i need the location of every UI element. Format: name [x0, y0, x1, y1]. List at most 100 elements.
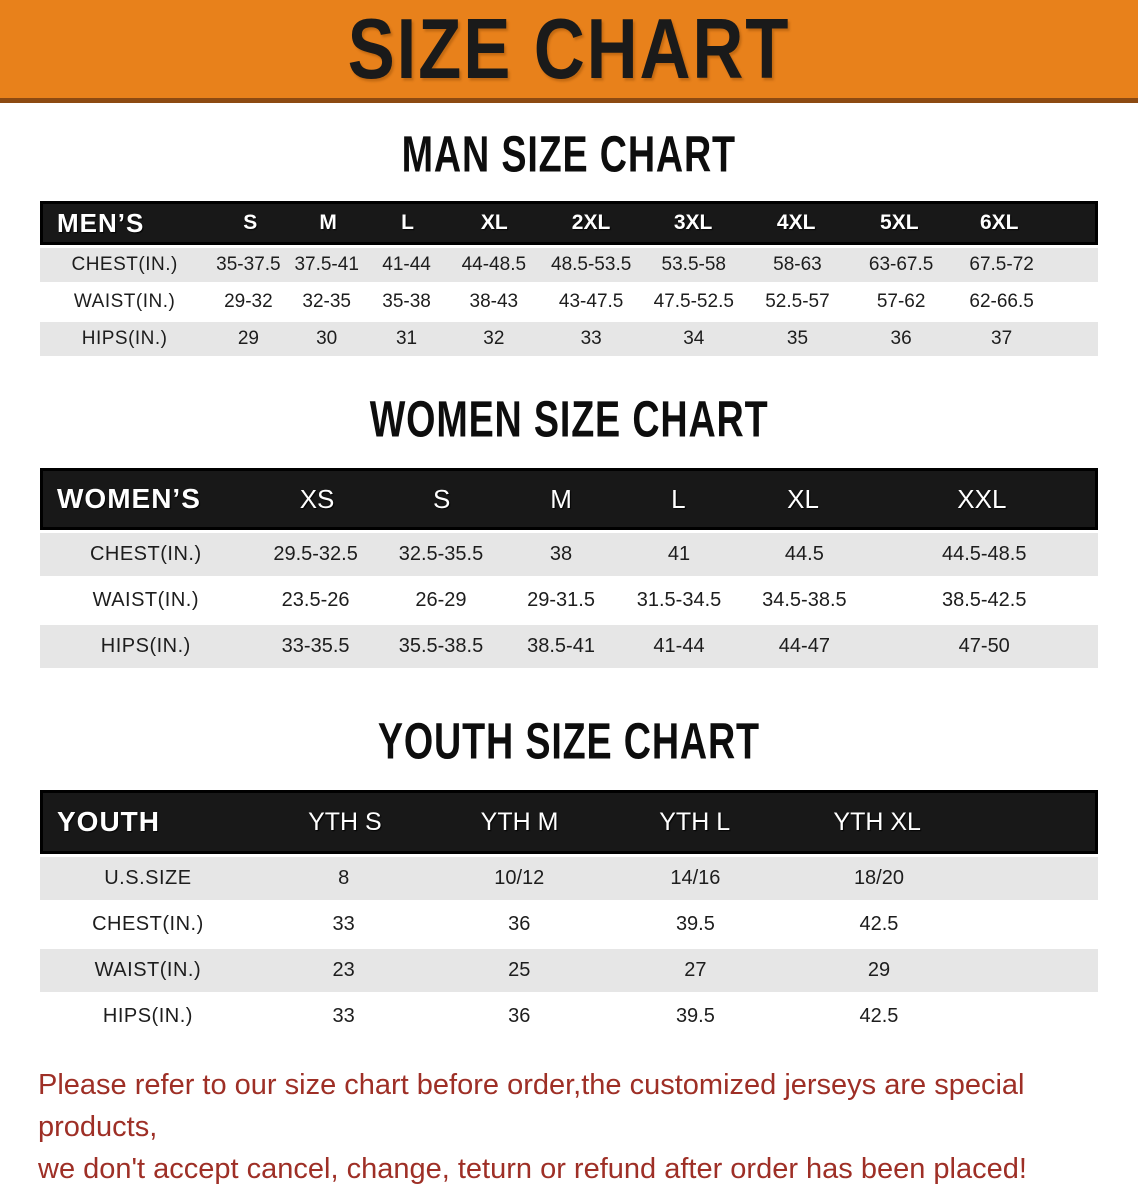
size-cell: 44-48.5: [461, 254, 527, 275]
size-cell: 42.5: [859, 913, 899, 935]
banner-title: SIZE CHART: [347, 1, 791, 97]
column-header: L: [671, 483, 686, 514]
section-title-man-text: MAN SIZE CHART: [401, 125, 737, 183]
size-cell: 26-29: [415, 589, 467, 611]
size-cell: 29-31.5: [527, 589, 595, 611]
size-cell: 31.5-34.5: [636, 589, 722, 611]
table-row: HIPS(IN.) 33 36 39.5 42.5: [40, 995, 1098, 1038]
size-cell: 33: [332, 1005, 355, 1027]
size-chart-banner: SIZE CHART: [0, 0, 1138, 103]
size-cell: 30: [316, 328, 338, 349]
row-label: WAIST(IN.): [92, 589, 200, 611]
size-cell: 34.5-38.5: [762, 589, 847, 611]
size-cell: 32-35: [302, 291, 351, 312]
size-cell: 10/12: [494, 867, 545, 889]
size-cell: 35: [786, 328, 809, 349]
column-header: YTH XL: [833, 807, 921, 836]
size-cell: 37.5-41: [294, 254, 359, 275]
section-title-youth-text: YOUTH SIZE CHART: [378, 712, 760, 770]
section-title-women: WOMEN SIZE CHART: [0, 390, 1138, 448]
section-title-women-text: WOMEN SIZE CHART: [369, 390, 769, 448]
column-header: XL: [787, 483, 819, 514]
size-cell: 23.5-26: [281, 589, 350, 611]
size-cell: 48.5-53.5: [551, 254, 632, 275]
table-row: WAIST(IN.) 23.5-26 26-29 29-31.5 31.5-34.5 34…: [40, 579, 1098, 622]
size-cell: 43-47.5: [558, 291, 624, 312]
column-header: L: [401, 211, 414, 234]
size-cell: 41: [667, 543, 691, 565]
size-cell: 42.5: [859, 1005, 899, 1027]
size-cell: 34: [683, 328, 705, 349]
size-cell: 38.5-41: [527, 635, 595, 657]
column-header: 5XL: [880, 211, 919, 234]
size-cell: 41-44: [382, 254, 431, 275]
size-cell: 31: [395, 328, 418, 349]
men-size-table: MEN’S S M L XL 2XL 3XL 4XL 5XL 6XL CHEST(IN.) 35-37…: [40, 201, 1098, 356]
size-cell: 29: [867, 959, 891, 981]
table-row: HIPS(IN.) 29 30 31 32 33 34 35 36 37: [40, 322, 1098, 356]
size-cell: 41-44: [653, 635, 705, 657]
size-cell: 29: [237, 328, 259, 349]
size-cell: 35-37.5: [216, 254, 281, 275]
table-row: U.S.SIZE 8 10/12 14/16 18/20: [40, 857, 1098, 900]
size-cell: 37: [991, 328, 1013, 349]
size-cell: 38.5-42.5: [941, 589, 1027, 611]
size-cell: 38-43: [469, 291, 519, 312]
disclaimer-line-1: Please refer to our size chart before or…: [38, 1069, 1025, 1143]
row-label: HIPS(IN.): [100, 635, 191, 657]
size-cell: 33: [332, 913, 355, 935]
column-header: 3XL: [673, 211, 713, 234]
size-cell: 33: [580, 328, 602, 349]
size-cell: 44-47: [778, 635, 830, 657]
size-cell: 36: [890, 328, 912, 349]
size-cell: 47.5-52.5: [653, 291, 734, 312]
size-cell: 27: [684, 959, 707, 981]
size-cell: 53.5-58: [661, 254, 726, 275]
size-cell: 58-63: [773, 254, 822, 275]
size-cell: 23: [332, 959, 355, 981]
section-title-man: MAN SIZE CHART: [0, 125, 1138, 183]
size-cell: 44.5: [784, 543, 824, 565]
row-label: CHEST(IN.): [71, 254, 178, 275]
table-row: HIPS(IN.) 33-35.5 35.5-38.5 38.5-41 41-44 44-…: [40, 625, 1098, 668]
size-cell: 18/20: [853, 867, 904, 889]
column-header: 6XL: [979, 211, 1019, 234]
size-cell: 57-62: [876, 291, 926, 312]
column-header: XXL: [957, 483, 1007, 514]
women-size-table: WOMEN’S XS S M L XL XXL CHEST(IN.) 29.5-32.5 32.5…: [40, 468, 1098, 668]
table-row: WAIST(IN.) 23 25 27 29: [40, 949, 1098, 992]
column-header: S: [243, 211, 258, 234]
row-label: HIPS(IN.): [81, 328, 168, 349]
size-cell: 32.5-35.5: [398, 543, 484, 565]
disclaimer-line-2: we don't accept cancel, change, teturn o…: [38, 1153, 1027, 1185]
column-header: XL: [480, 211, 508, 234]
table-header-label: WOMEN’S: [57, 483, 201, 514]
column-header: 2XL: [571, 211, 611, 234]
column-header: M: [550, 483, 572, 514]
size-cell: 62-66.5: [969, 291, 1034, 312]
youth-size-table: YOUTH YTH S YTH M YTH L YTH XL U.S.SIZE 8 10/12…: [40, 790, 1098, 1038]
table-header-row: YOUTH YTH S YTH M YTH L YTH XL: [40, 790, 1098, 854]
size-cell: 29.5-32.5: [273, 543, 358, 565]
disclaimer: Please refer to our size chart before or…: [38, 1064, 1108, 1190]
table-header-label: MEN’S: [57, 207, 145, 238]
column-header: M: [319, 211, 337, 234]
table-row: CHEST(IN.) 33 36 39.5 42.5: [40, 903, 1098, 946]
size-cell: 36: [508, 913, 531, 935]
column-header: 4XL: [776, 211, 816, 234]
size-cell: 67.5-72: [969, 254, 1034, 275]
row-label: U.S.SIZE: [104, 867, 192, 889]
table-header-row: WOMEN’S XS S M L XL XXL: [40, 468, 1098, 530]
size-cell: 63-67.5: [868, 254, 934, 275]
table-row: WAIST(IN.) 29-32 32-35 35-38 38-43 43-47.5 47.…: [40, 285, 1098, 319]
table-row: CHEST(IN.) 35-37.5 37.5-41 41-44 44-48.5 48.5…: [40, 248, 1098, 282]
size-cell: 35.5-38.5: [398, 635, 484, 657]
table-row: CHEST(IN.) 29.5-32.5 32.5-35.5 38 41 44.5 44.5…: [40, 533, 1098, 576]
column-header: YTH M: [480, 807, 559, 836]
table-header-row: MEN’S S M L XL 2XL 3XL 4XL 5XL 6XL: [40, 201, 1098, 245]
column-header: S: [433, 483, 451, 514]
table-header-label: YOUTH: [57, 806, 160, 837]
row-label: CHEST(IN.): [89, 543, 202, 565]
section-title-youth: YOUTH SIZE CHART: [0, 712, 1138, 770]
size-cell: 35-38: [382, 291, 431, 312]
